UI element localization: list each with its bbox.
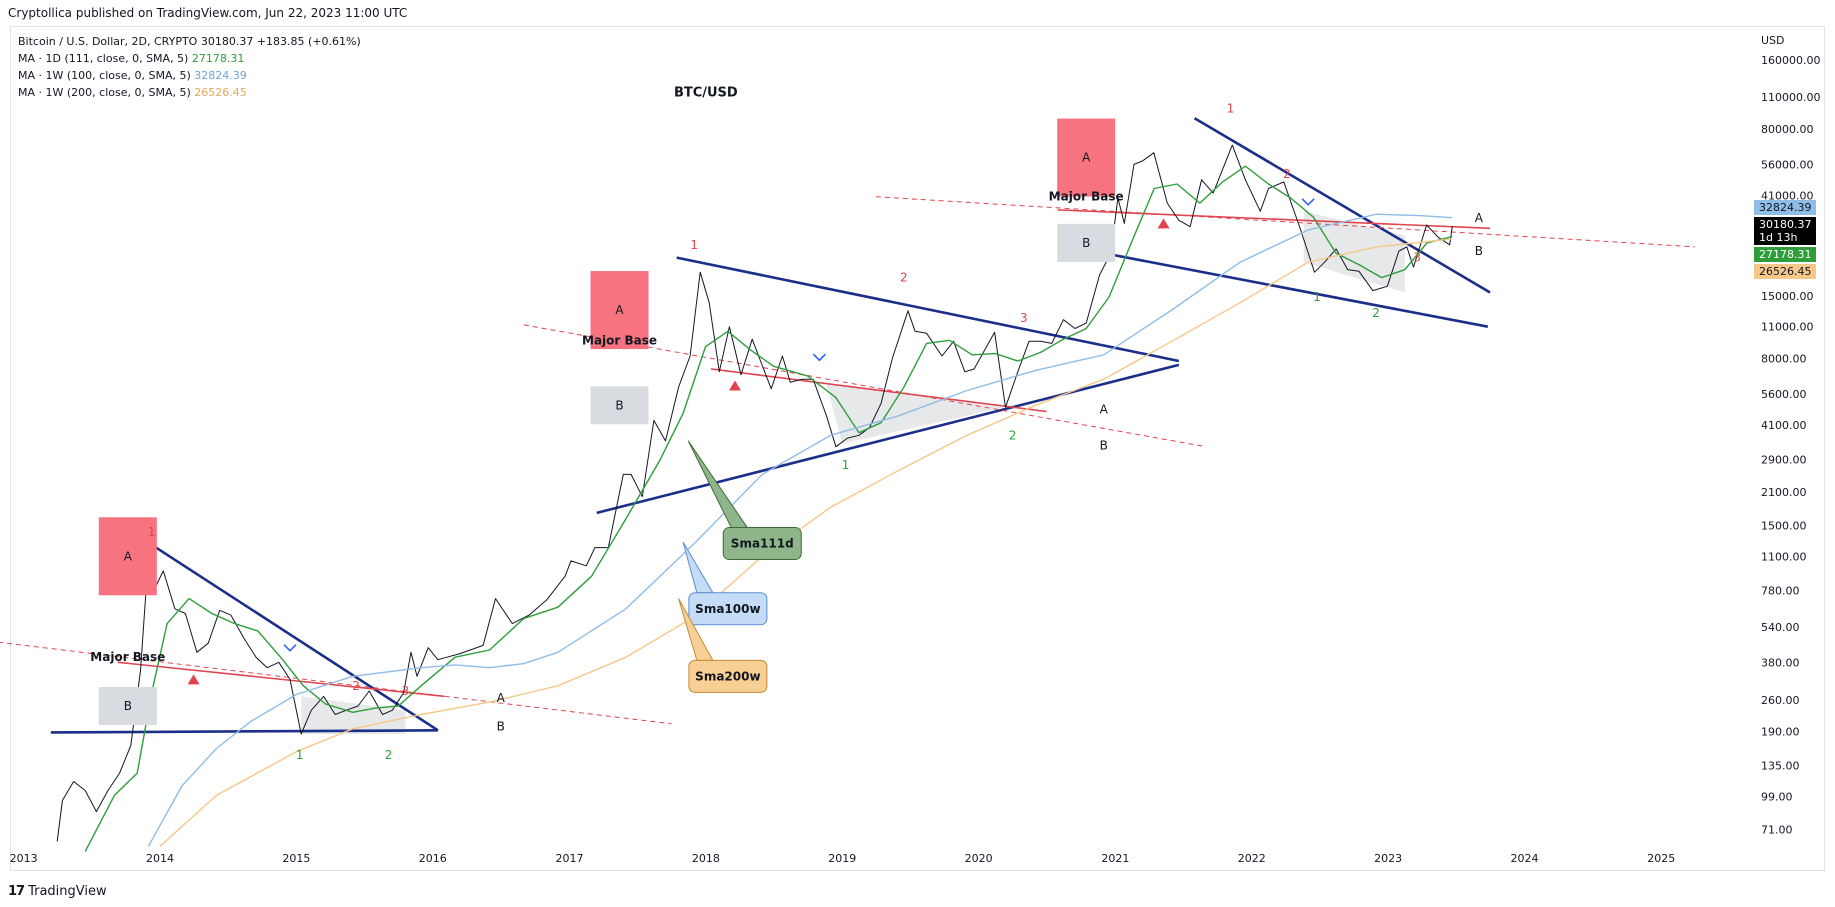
last-price: 30180.37 bbox=[200, 35, 254, 48]
ma200w-legend-value: 26526.45 bbox=[194, 86, 247, 99]
tradingview-logo-icon: 17 bbox=[8, 884, 25, 899]
brand-name: TradingView bbox=[28, 884, 107, 899]
ma200w-legend-label: MA · 1W (200, close, 0, SMA, 5) bbox=[18, 86, 191, 99]
ma111d-legend-row[interactable]: MA · 1D (111, close, 0, SMA, 5) 27178.31 bbox=[18, 50, 361, 67]
symbol-label: Bitcoin / U.S. Dollar, 2D, CRYPTO bbox=[18, 35, 198, 48]
price-change: +183.85 (+0.61%) bbox=[256, 35, 361, 48]
ma111d-legend-label: MA · 1D (111, close, 0, SMA, 5) bbox=[18, 52, 189, 65]
published-header: Cryptollica published on TradingView.com… bbox=[8, 6, 408, 20]
chart-frame bbox=[10, 26, 1825, 871]
ma100w-legend-value: 32824.39 bbox=[194, 69, 247, 82]
ma111d-legend-value: 27178.31 bbox=[191, 52, 245, 65]
chart-legend: Bitcoin / U.S. Dollar, 2D, CRYPTO 30180.… bbox=[18, 33, 361, 101]
ma100w-legend-label: MA · 1W (100, close, 0, SMA, 5) bbox=[18, 69, 191, 82]
footer-brand[interactable]: 17 TradingView bbox=[8, 884, 107, 899]
ma100w-legend-row[interactable]: MA · 1W (100, close, 0, SMA, 5) 32824.39 bbox=[18, 67, 361, 84]
ma200w-legend-row[interactable]: MA · 1W (200, close, 0, SMA, 5) 26526.45 bbox=[18, 84, 361, 101]
symbol-row[interactable]: Bitcoin / U.S. Dollar, 2D, CRYPTO 30180.… bbox=[18, 33, 361, 50]
